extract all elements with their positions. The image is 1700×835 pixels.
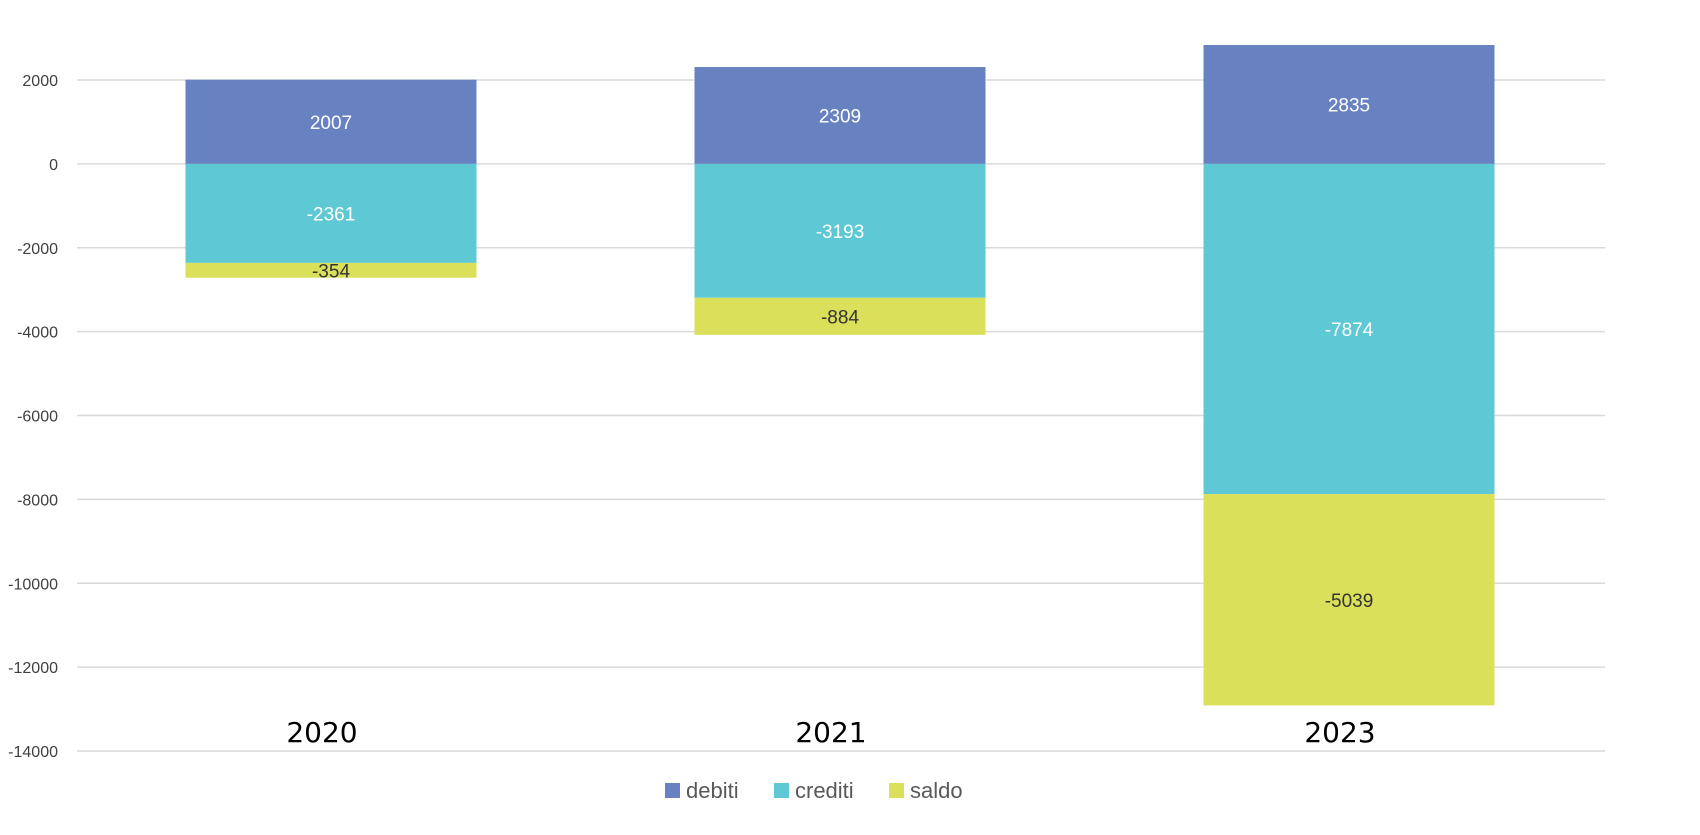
data-label-crediti-2023: -7874 <box>1325 320 1374 341</box>
legend-label-saldo: saldo <box>910 778 963 803</box>
legend-label-debiti: debiti <box>686 778 739 803</box>
data-label-debiti-2020: 2007 <box>310 113 352 134</box>
legend-swatch-saldo <box>889 783 904 798</box>
bar-saldo-2023 <box>1203 494 1495 706</box>
bar-crediti-2021 <box>694 163 986 298</box>
legend: debiti crediti saldo <box>665 778 963 803</box>
legend-label-crediti: crediti <box>795 778 854 803</box>
y-tick-label: -2000 <box>17 241 58 258</box>
bar-debiti-2020 <box>185 79 477 164</box>
y-tick-label: 0 <box>49 157 58 174</box>
data-label-saldo-2020: -354 <box>312 261 350 282</box>
bars <box>185 44 1495 706</box>
category-label-2021: 2021 <box>795 716 866 749</box>
data-label-crediti-2020: -2361 <box>307 204 356 225</box>
data-label-debiti-2023: 2835 <box>1328 95 1370 116</box>
legend-swatch-debiti <box>665 783 680 798</box>
category-label-2023: 2023 <box>1304 716 1375 749</box>
y-tick-label: 2000 <box>22 73 58 90</box>
bar-saldo-2021 <box>694 297 986 335</box>
y-tick-label: -14000 <box>8 744 58 761</box>
category-label-2020: 2020 <box>286 716 357 749</box>
bar-crediti-2023 <box>1203 163 1495 495</box>
category-labels: 2020 2021 2023 <box>286 716 1375 749</box>
bar-crediti-2020 <box>185 163 477 263</box>
bar-debiti-2021 <box>694 67 986 164</box>
y-tick-label: -8000 <box>17 492 58 509</box>
data-label-crediti-2021: -3193 <box>816 222 865 243</box>
y-tick-label: -4000 <box>17 325 58 342</box>
y-tick-label: -12000 <box>8 660 58 677</box>
y-tick-label: -6000 <box>17 409 58 426</box>
legend-swatch-crediti <box>774 783 789 798</box>
data-label-saldo-2023: -5039 <box>1325 591 1374 612</box>
data-labels: 2007 -2361 -354 2309 -3193 -884 2835 -7874 -5039 <box>307 95 1374 611</box>
y-axis-tick-labels: 2000 0 -2000 -4000 -6000 -8000 -10000 -12000 -14… <box>8 73 58 761</box>
bar-debiti-2023 <box>1203 44 1495 164</box>
data-label-saldo-2021: -884 <box>821 307 859 328</box>
data-label-debiti-2021: 2309 <box>819 106 861 127</box>
y-tick-label: -10000 <box>8 576 58 593</box>
bar-saldo-2020 <box>185 262 477 278</box>
